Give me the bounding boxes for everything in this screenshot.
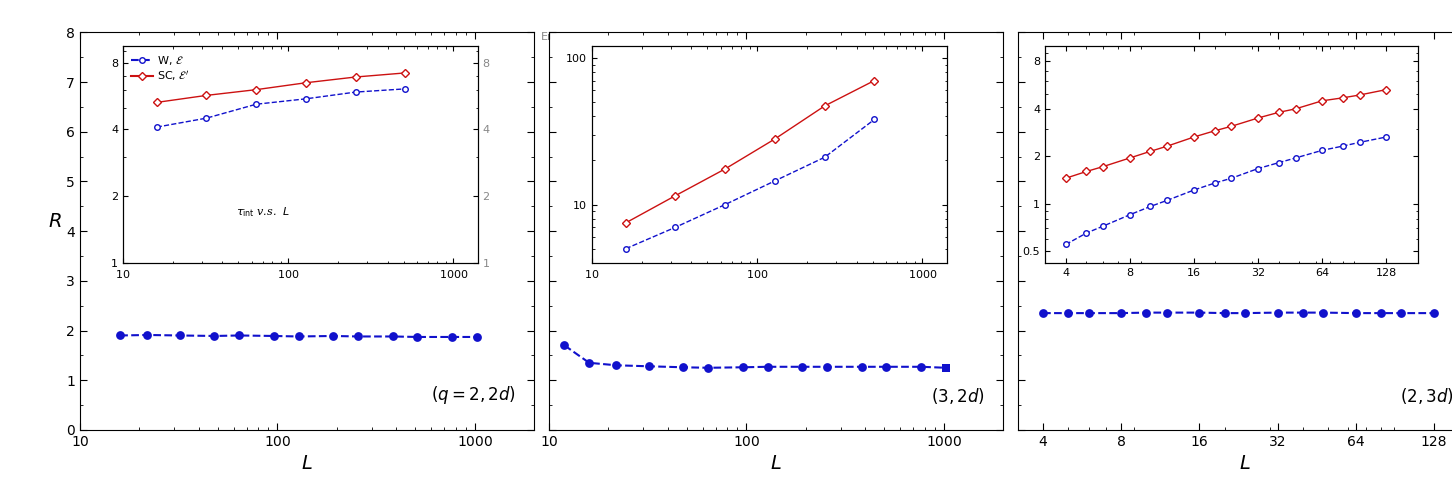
Point bbox=[732, 363, 755, 371]
Point bbox=[637, 362, 661, 370]
Point bbox=[465, 333, 488, 341]
Point bbox=[851, 363, 874, 371]
Text: $(q=2, 2d)$: $(q=2, 2d)$ bbox=[431, 384, 515, 406]
X-axis label: $L$: $L$ bbox=[1239, 454, 1252, 473]
Point bbox=[1077, 309, 1101, 317]
Point bbox=[1212, 309, 1236, 317]
Point bbox=[1369, 309, 1392, 317]
Point bbox=[1390, 309, 1413, 317]
Text: $(3, 2d)$: $(3, 2d)$ bbox=[931, 386, 984, 406]
Point bbox=[605, 361, 629, 369]
Point bbox=[791, 363, 815, 371]
Point bbox=[263, 332, 286, 340]
Point bbox=[1311, 309, 1334, 317]
X-axis label: $L$: $L$ bbox=[301, 454, 314, 473]
Point bbox=[322, 332, 346, 340]
Point bbox=[109, 331, 132, 339]
Point bbox=[347, 332, 370, 340]
Point bbox=[1109, 309, 1133, 317]
Point bbox=[382, 332, 405, 340]
Text: $(2, 3d)$: $(2, 3d)$ bbox=[1400, 386, 1452, 406]
Point bbox=[440, 333, 463, 341]
Point bbox=[672, 363, 696, 371]
Point bbox=[909, 363, 932, 371]
Point bbox=[553, 341, 576, 349]
Point bbox=[1345, 309, 1368, 317]
X-axis label: $L$: $L$ bbox=[770, 454, 783, 473]
Point bbox=[1135, 309, 1159, 317]
Point bbox=[1291, 309, 1314, 317]
Point bbox=[697, 364, 720, 372]
Point bbox=[203, 332, 227, 340]
Point bbox=[1057, 309, 1080, 317]
Point bbox=[168, 331, 192, 339]
Point bbox=[287, 332, 311, 340]
Point bbox=[1266, 309, 1289, 317]
Point bbox=[1031, 309, 1054, 317]
Point bbox=[1156, 309, 1179, 317]
Point bbox=[228, 331, 251, 339]
Point bbox=[1188, 309, 1211, 317]
Point bbox=[876, 363, 899, 371]
Y-axis label: $R$: $R$ bbox=[48, 212, 62, 231]
Point bbox=[756, 363, 780, 371]
Point bbox=[136, 331, 160, 339]
Point bbox=[1233, 309, 1256, 317]
Point bbox=[934, 364, 957, 372]
Point bbox=[407, 333, 430, 341]
Point bbox=[816, 363, 839, 371]
Point bbox=[578, 359, 601, 367]
Point bbox=[1423, 309, 1446, 317]
